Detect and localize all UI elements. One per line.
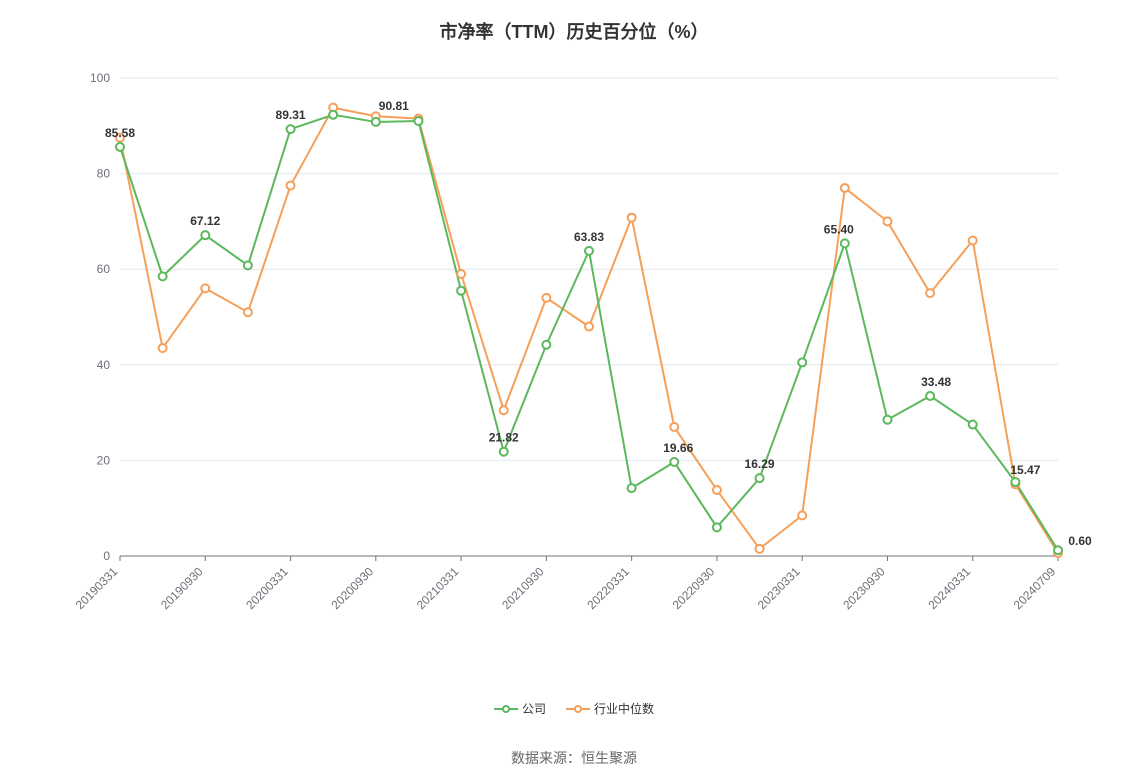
svg-text:20240331: 20240331 (925, 564, 973, 612)
legend-swatch (566, 703, 590, 715)
svg-text:100: 100 (90, 71, 110, 85)
svg-text:67.12: 67.12 (190, 214, 220, 228)
svg-text:20210930: 20210930 (499, 564, 547, 612)
legend: 公司 行业中位数 (0, 700, 1148, 718)
legend-swatch (494, 703, 518, 715)
svg-text:20210331: 20210331 (414, 564, 462, 612)
svg-text:20190930: 20190930 (158, 564, 206, 612)
svg-text:20220331: 20220331 (584, 564, 632, 612)
svg-text:80: 80 (97, 167, 111, 181)
svg-text:16.29: 16.29 (745, 457, 775, 471)
svg-text:85.58: 85.58 (105, 126, 135, 140)
svg-text:20230930: 20230930 (840, 564, 888, 612)
svg-text:0: 0 (103, 549, 110, 563)
svg-text:20240709: 20240709 (1011, 564, 1059, 612)
svg-text:90.81: 90.81 (379, 99, 409, 113)
legend-item-industry_median[interactable]: 行业中位数 (566, 700, 654, 717)
svg-text:20200331: 20200331 (243, 564, 291, 612)
svg-text:63.83: 63.83 (574, 230, 604, 244)
chart-svg: 0 20 40 60 80 100 20190331 20190930 20200331 2020… (0, 0, 1148, 776)
data-source: 数据来源：恒生聚源 (0, 748, 1148, 768)
svg-text:19.66: 19.66 (663, 441, 693, 455)
svg-text:20220930: 20220930 (670, 564, 718, 612)
svg-text:33.48: 33.48 (921, 375, 951, 389)
svg-text:65.40: 65.40 (824, 222, 854, 236)
svg-text:60: 60 (97, 262, 111, 276)
svg-text:89.31: 89.31 (276, 108, 306, 122)
svg-text:20190331: 20190331 (73, 564, 121, 612)
svg-text:20: 20 (97, 453, 111, 467)
svg-text:20230331: 20230331 (755, 564, 803, 612)
svg-text:15.47: 15.47 (1010, 463, 1040, 477)
legend-item-company[interactable]: 公司 (494, 700, 546, 717)
legend-label: 公司 (522, 700, 546, 717)
svg-text:0.60: 0.60 (1068, 534, 1092, 548)
plot-area: 0 20 40 60 80 100 20190331 20190930 20200331 2020… (0, 0, 1148, 776)
svg-text:20200930: 20200930 (329, 564, 377, 612)
chart-container: 市净率（TTM）历史百分位（%） 02040608010020190331201… (0, 0, 1148, 776)
svg-text:21.82: 21.82 (489, 431, 519, 445)
legend-label: 行业中位数 (594, 700, 654, 717)
svg-text:40: 40 (97, 358, 111, 372)
